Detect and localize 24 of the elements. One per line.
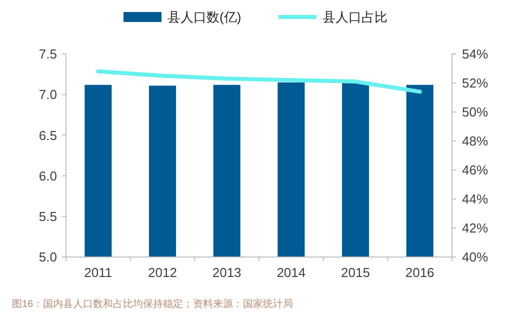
y2-tick-label: 52% xyxy=(462,76,488,91)
y-tick-label: 7.5 xyxy=(38,46,57,62)
x-tick-label: 2013 xyxy=(212,265,242,280)
y-tick-label: 6.5 xyxy=(38,128,57,143)
y2-tick-label: 48% xyxy=(462,134,488,149)
x-tick-label: 2015 xyxy=(341,265,370,280)
legend-label: 县人口数(亿) xyxy=(168,10,242,25)
y2-tick-label: 50% xyxy=(462,104,488,120)
x-tick-label: 2016 xyxy=(405,265,434,280)
x-tick-label: 2012 xyxy=(148,265,177,280)
y2-tick-label: 44% xyxy=(462,192,488,207)
y2-tick-label: 54% xyxy=(462,46,488,62)
y-tick-label: 6.0 xyxy=(38,168,57,184)
y-tick-label: 7.0 xyxy=(38,87,57,102)
line-series xyxy=(96,69,422,94)
y2-tick-label: 40% xyxy=(462,250,488,265)
x-tick-label: 2014 xyxy=(276,265,306,280)
legend-label: 县人口占比 xyxy=(322,10,388,25)
caption: 图16：国内县人口数和占比均保持稳定；资料来源：国家统计局 xyxy=(12,298,294,310)
y-tick-label: 5.5 xyxy=(38,208,57,224)
y-tick-label: 5.0 xyxy=(38,250,57,265)
y2-tick-label: 46% xyxy=(462,162,488,178)
y2-tick-label: 42% xyxy=(462,220,488,236)
x-tick-label: 2011 xyxy=(84,265,112,280)
